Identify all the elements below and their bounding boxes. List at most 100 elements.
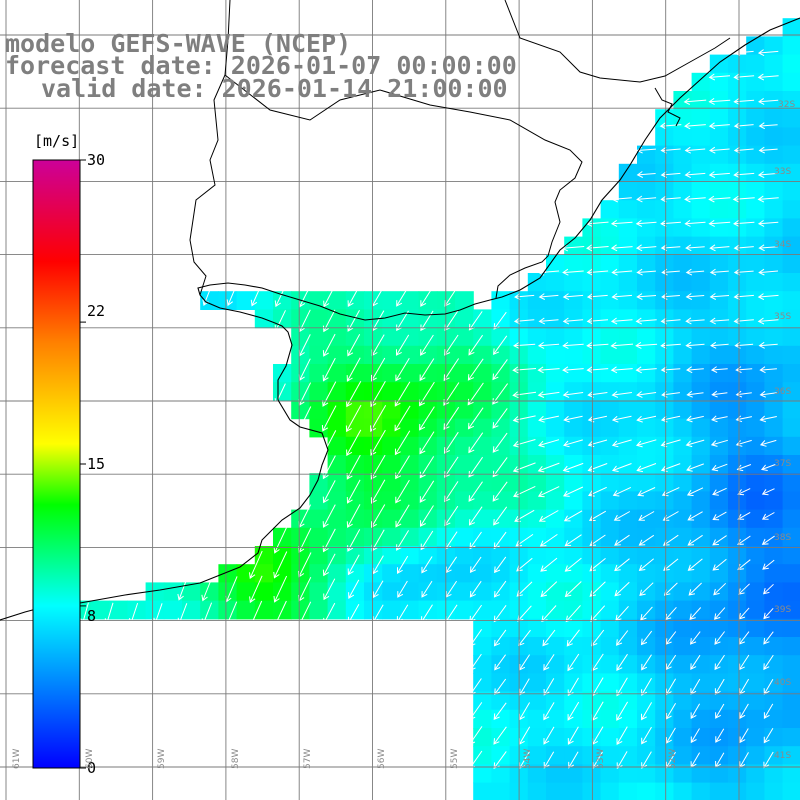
wind-arrow bbox=[249, 575, 263, 604]
wind-speed-cell bbox=[691, 163, 711, 183]
wind-speed-cell bbox=[637, 564, 656, 583]
wind-speed-cell bbox=[709, 709, 729, 729]
wind-arrow bbox=[635, 366, 657, 374]
wind-speed-cell bbox=[418, 527, 438, 547]
wind-speed-cell bbox=[618, 309, 638, 329]
wind-arrow bbox=[736, 464, 752, 472]
wind-arrow bbox=[538, 415, 560, 423]
wind-arrow bbox=[537, 341, 560, 349]
wind-speed-cell bbox=[746, 382, 765, 401]
wind-speed-cell bbox=[546, 254, 565, 274]
wind-speed-cell bbox=[673, 637, 693, 656]
wind-speed-cell bbox=[655, 382, 674, 401]
wind-arrow bbox=[733, 293, 754, 301]
wind-speed-cell bbox=[764, 345, 784, 365]
wind-speed-cell bbox=[473, 491, 492, 511]
wind-arrow bbox=[641, 677, 652, 696]
wind-speed-cell bbox=[746, 728, 765, 747]
wind-arrow bbox=[665, 678, 677, 696]
wind-arrow bbox=[733, 146, 754, 154]
wind-arrow bbox=[711, 463, 728, 472]
wind-speed-cell bbox=[655, 546, 674, 565]
wind-speed-cell bbox=[382, 345, 401, 365]
wind-arrow bbox=[660, 171, 681, 178]
wind-arrow bbox=[610, 219, 633, 227]
wind-arrow bbox=[492, 359, 508, 381]
wind-arrow bbox=[612, 486, 632, 497]
wind-speed-cell bbox=[600, 254, 620, 274]
wind-arrow bbox=[616, 726, 628, 746]
wind-speed-cell bbox=[382, 382, 401, 401]
wind-speed-cell bbox=[582, 382, 602, 401]
wind-speed-cell bbox=[637, 673, 656, 693]
wind-arrow bbox=[346, 504, 361, 529]
wind-speed-cell bbox=[527, 564, 547, 583]
wind-speed-cell bbox=[764, 236, 784, 256]
wind-arrow bbox=[347, 285, 360, 308]
wind-arrow bbox=[322, 333, 336, 357]
wind-speed-cell bbox=[600, 782, 620, 800]
wind-speed-cell bbox=[491, 782, 511, 800]
wind-speed-cell bbox=[637, 163, 656, 183]
wind-speed-cell bbox=[709, 345, 729, 365]
wind-speed-cell bbox=[582, 236, 602, 256]
wind-speed-cell bbox=[546, 637, 565, 656]
wind-arrow bbox=[562, 462, 584, 473]
wind-speed-cell bbox=[418, 509, 438, 529]
wind-speed-cell bbox=[709, 254, 729, 274]
wind-speed-cell bbox=[600, 709, 620, 729]
wind-speed-cell bbox=[782, 746, 800, 765]
wind-speed-cell bbox=[582, 746, 602, 765]
wind-speed-cell bbox=[637, 364, 656, 383]
wind-speed-cell bbox=[764, 273, 784, 292]
wind-speed-cell bbox=[618, 764, 638, 784]
wind-speed-cell bbox=[309, 309, 329, 329]
valid-date: valid date: 2026-01-14 21:00:00 bbox=[41, 74, 508, 103]
wind-speed-cell bbox=[473, 709, 492, 729]
wind-speed-cell bbox=[782, 200, 800, 219]
wind-speed-cell bbox=[691, 618, 711, 638]
wind-arrow bbox=[346, 454, 361, 480]
wind-speed-cell bbox=[691, 491, 711, 511]
wind-arrow bbox=[467, 358, 484, 381]
wind-arrow bbox=[666, 727, 676, 744]
wind-speed-cell bbox=[527, 582, 547, 602]
wind-speed-cell bbox=[764, 509, 784, 529]
wind-speed-cell bbox=[709, 509, 729, 529]
wind-speed-cell bbox=[163, 600, 183, 620]
wind-arrow bbox=[542, 629, 556, 647]
wind-arrow bbox=[712, 558, 727, 571]
wind-speed-cell bbox=[618, 236, 638, 256]
wind-speed-cell bbox=[637, 637, 656, 656]
wind-arrow bbox=[733, 219, 755, 227]
lon-label: 60W bbox=[85, 748, 95, 769]
wind-speed-cell bbox=[546, 655, 565, 674]
wind-speed-cell bbox=[600, 455, 620, 474]
wind-speed-cell bbox=[637, 600, 656, 620]
wind-speed-cell bbox=[418, 455, 438, 474]
wind-speed-cell bbox=[418, 418, 438, 438]
wind-speed-cell bbox=[782, 345, 800, 365]
wind-speed-cell bbox=[418, 582, 438, 602]
wind-speed-cell bbox=[655, 455, 674, 474]
wind-speed-cell bbox=[546, 673, 565, 693]
wind-speed-cell bbox=[691, 309, 711, 329]
wind-speed-cell bbox=[600, 637, 620, 656]
colorbar-gradient bbox=[32, 159, 81, 769]
wind-speed-cell bbox=[746, 491, 765, 511]
wind-speed-cell bbox=[637, 400, 656, 420]
wind-arrow bbox=[636, 268, 656, 276]
wind-arrow bbox=[469, 556, 482, 574]
wind-speed-cell bbox=[782, 473, 800, 492]
wind-arrow bbox=[273, 527, 287, 554]
wind-arrow bbox=[538, 293, 559, 300]
wind-speed-cell bbox=[691, 400, 711, 420]
wind-speed-cell bbox=[236, 582, 256, 602]
wind-arrow bbox=[419, 406, 435, 431]
wind-speed-cell bbox=[291, 382, 310, 401]
wind-arrow bbox=[687, 534, 703, 546]
wind-speed-cell bbox=[746, 637, 765, 656]
wind-speed-cell bbox=[782, 109, 800, 128]
wind-speed-cell bbox=[309, 291, 329, 310]
wind-arrow bbox=[274, 285, 286, 308]
